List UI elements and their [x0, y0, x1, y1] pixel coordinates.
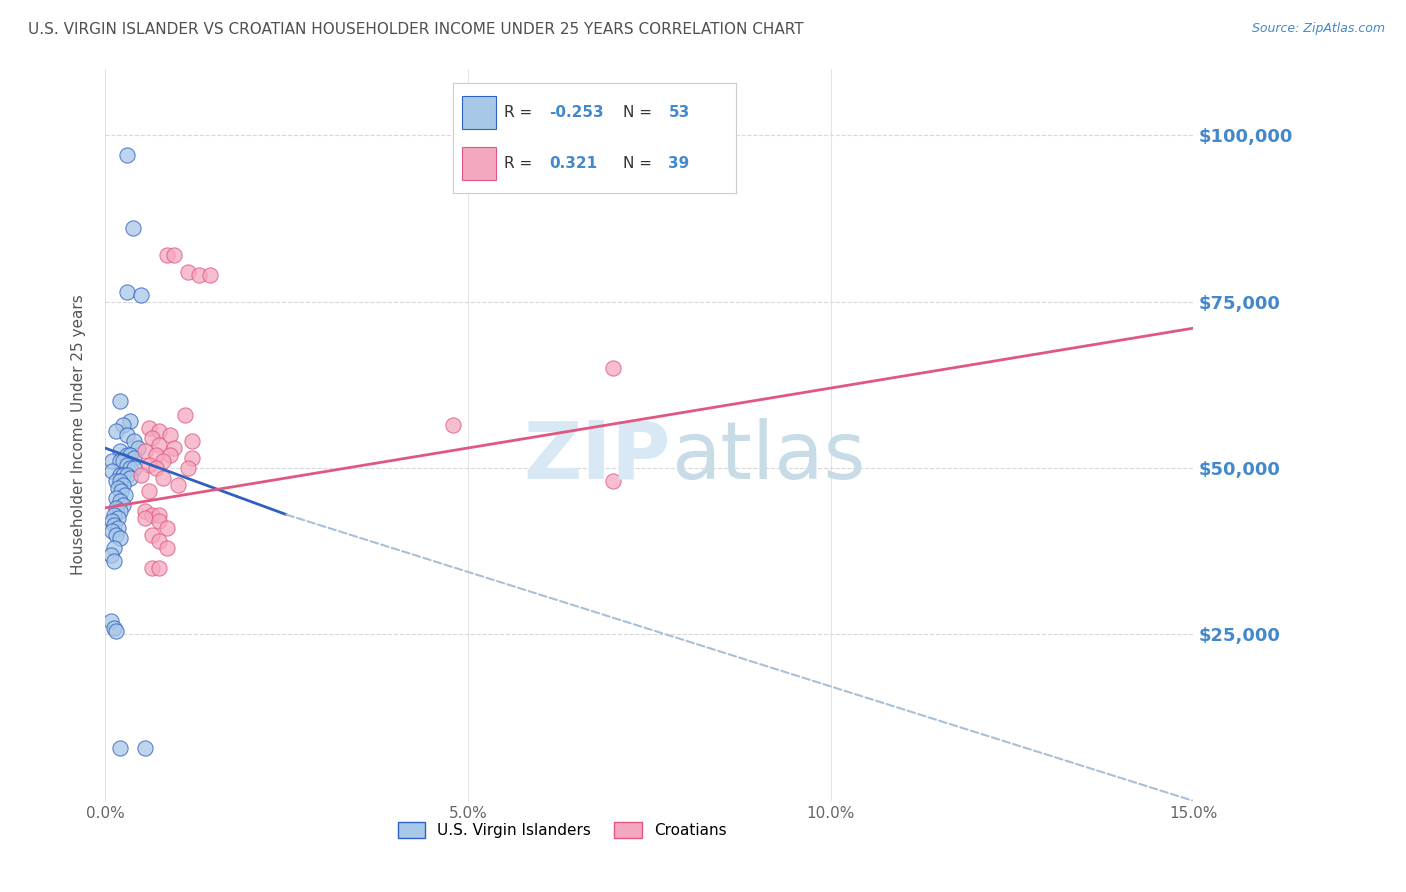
Point: [188, 268, 211, 282]
Point: [181, 450, 204, 465]
Point: [115, 427, 138, 442]
Point: [114, 488, 136, 502]
Point: [112, 498, 135, 512]
Point: [112, 417, 135, 432]
Point: [152, 471, 174, 485]
Point: [101, 464, 124, 478]
Point: [104, 500, 127, 515]
Point: [115, 148, 138, 162]
Point: [134, 504, 156, 518]
Point: [104, 475, 127, 489]
Point: [104, 624, 127, 639]
Point: [112, 467, 135, 482]
Point: [148, 514, 170, 528]
Point: [101, 524, 124, 539]
Point: [115, 285, 138, 299]
Text: ZIP: ZIP: [523, 417, 671, 496]
Point: [163, 441, 186, 455]
Point: [148, 508, 170, 522]
Point: [141, 431, 163, 445]
Point: [101, 514, 124, 528]
Point: [115, 448, 138, 462]
Point: [107, 521, 129, 535]
Point: [148, 438, 170, 452]
Point: [104, 527, 127, 541]
Point: [107, 481, 129, 495]
Point: [129, 467, 152, 482]
Point: [112, 454, 135, 468]
Point: [148, 534, 170, 549]
Point: [127, 441, 149, 455]
Point: [159, 448, 181, 462]
Point: [108, 504, 131, 518]
Point: [107, 511, 129, 525]
Point: [120, 448, 142, 462]
Point: [103, 554, 125, 568]
Point: [122, 450, 145, 465]
Point: [145, 448, 167, 462]
Point: [138, 421, 160, 435]
Point: [104, 491, 127, 505]
Point: [115, 467, 138, 482]
Point: [145, 461, 167, 475]
Point: [101, 454, 124, 468]
Point: [156, 541, 179, 555]
Point: [200, 268, 222, 282]
Point: [602, 475, 624, 489]
Point: [112, 477, 135, 491]
Y-axis label: Householder Income Under 25 years: Householder Income Under 25 years: [72, 294, 86, 575]
Point: [181, 434, 204, 449]
Point: [129, 288, 152, 302]
Point: [108, 740, 131, 755]
Point: [108, 531, 131, 545]
Point: [134, 740, 156, 755]
Point: [100, 548, 122, 562]
Point: [166, 477, 188, 491]
Point: [121, 221, 143, 235]
Point: [110, 484, 132, 499]
Text: U.S. VIRGIN ISLANDER VS CROATIAN HOUSEHOLDER INCOME UNDER 25 YEARS CORRELATION C: U.S. VIRGIN ISLANDER VS CROATIAN HOUSEHO…: [28, 22, 804, 37]
Point: [152, 454, 174, 468]
Point: [100, 614, 122, 628]
Point: [148, 425, 170, 439]
Point: [122, 461, 145, 475]
Point: [148, 561, 170, 575]
Point: [138, 484, 160, 499]
Point: [173, 408, 195, 422]
Point: [103, 621, 125, 635]
Point: [122, 434, 145, 449]
Point: [120, 471, 142, 485]
Point: [120, 414, 142, 428]
Legend: U.S. Virgin Islanders, Croatians: U.S. Virgin Islanders, Croatians: [391, 816, 733, 845]
Point: [163, 248, 186, 262]
Point: [103, 541, 125, 555]
Point: [159, 427, 181, 442]
Point: [602, 361, 624, 376]
Point: [141, 561, 163, 575]
Point: [103, 508, 125, 522]
Point: [177, 264, 200, 278]
Point: [108, 494, 131, 508]
Point: [120, 461, 142, 475]
Point: [103, 517, 125, 532]
Point: [156, 248, 179, 262]
Point: [141, 527, 163, 541]
Point: [141, 508, 163, 522]
Point: [134, 444, 156, 458]
Point: [108, 454, 131, 468]
Point: [104, 425, 127, 439]
Text: Source: ZipAtlas.com: Source: ZipAtlas.com: [1251, 22, 1385, 36]
Point: [108, 394, 131, 409]
Point: [156, 521, 179, 535]
Point: [177, 461, 200, 475]
Text: atlas: atlas: [671, 417, 865, 496]
Point: [138, 458, 160, 472]
Point: [115, 458, 138, 472]
Point: [134, 511, 156, 525]
Point: [108, 467, 131, 482]
Point: [108, 475, 131, 489]
Point: [108, 444, 131, 458]
Point: [441, 417, 464, 432]
